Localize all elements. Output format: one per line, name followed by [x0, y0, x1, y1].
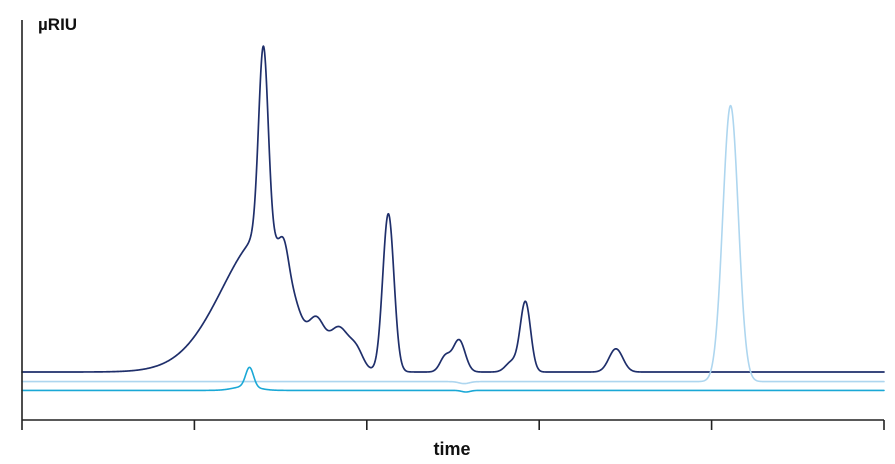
series-line-1 [21, 104, 885, 385]
y-axis-label: µRIU [38, 15, 77, 34]
x-axis-ticks [21, 420, 885, 430]
series-line-0 [21, 45, 885, 373]
x-axis-label: time [433, 439, 470, 459]
series-traces [21, 45, 885, 393]
series-line-2 [21, 366, 885, 393]
